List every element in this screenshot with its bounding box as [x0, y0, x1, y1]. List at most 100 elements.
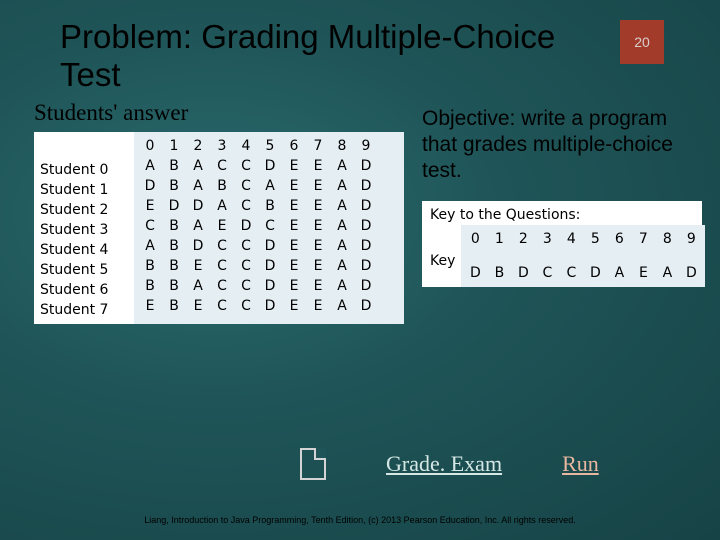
key-cell: D — [589, 265, 601, 281]
answer-cell: E — [312, 158, 324, 174]
student-label: Student 3 — [40, 222, 130, 238]
column-header: 9 — [360, 138, 372, 154]
column-header: 3 — [541, 231, 553, 247]
answer-cell: E — [312, 258, 324, 274]
answer-cell: C — [216, 298, 228, 314]
answer-cell: A — [336, 178, 348, 194]
answer-cell: A — [336, 258, 348, 274]
answer-cell: E — [312, 238, 324, 254]
answer-cell: D — [264, 258, 276, 274]
answer-cell: B — [264, 198, 276, 214]
file-icon — [300, 448, 326, 480]
column-header: 2 — [517, 231, 529, 247]
answer-cell: E — [144, 198, 156, 214]
column-header: 8 — [661, 231, 673, 247]
answer-cell: C — [216, 238, 228, 254]
key-cell: C — [541, 265, 553, 281]
student-label: Student 0 — [40, 162, 130, 178]
answers-table: Student 0Student 1Student 2Student 3Stud… — [34, 132, 404, 324]
answer-cell: B — [168, 218, 180, 234]
answer-cell: A — [192, 218, 204, 234]
column-header: 1 — [493, 231, 505, 247]
table-row: CBAEDCEEAD — [144, 218, 394, 234]
column-header: 7 — [312, 138, 324, 154]
table-row: ABACCDEEAD — [144, 158, 394, 174]
answer-cell: C — [264, 218, 276, 234]
column-header: 8 — [336, 138, 348, 154]
run-link[interactable]: Run — [562, 451, 599, 477]
students-answer-heading: Students' answer — [34, 100, 404, 126]
answer-cell: E — [312, 298, 324, 314]
column-header: 6 — [288, 138, 300, 154]
answer-cell: D — [360, 238, 372, 254]
key-row-label: Key — [430, 253, 455, 269]
answer-cell: D — [264, 158, 276, 174]
answer-cell: D — [144, 178, 156, 194]
answer-cell: C — [240, 258, 252, 274]
answer-cell: B — [168, 178, 180, 194]
answer-cell: E — [144, 298, 156, 314]
answer-cell: A — [336, 198, 348, 214]
answer-cell: A — [336, 218, 348, 234]
answer-cell: A — [336, 298, 348, 314]
table-row: EDDACBEEAD — [144, 198, 394, 214]
gradeexam-link[interactable]: Grade. Exam — [386, 451, 502, 477]
key-title: Key to the Questions: — [422, 201, 702, 225]
answer-cell: C — [144, 218, 156, 234]
table-row: BBACCDEEAD — [144, 278, 394, 294]
footer-copyright: Liang, Introduction to Java Programming,… — [0, 515, 720, 526]
answer-cell: E — [192, 298, 204, 314]
answer-cell: D — [240, 218, 252, 234]
column-header: 7 — [637, 231, 649, 247]
answer-cell: D — [360, 298, 372, 314]
slide-title: Problem: Grading Multiple-Choice Test — [60, 18, 620, 94]
answer-cell: E — [312, 198, 324, 214]
answer-cell: B — [168, 238, 180, 254]
student-label: Student 1 — [40, 182, 130, 198]
key-cell: D — [469, 265, 481, 281]
answer-cell: E — [312, 178, 324, 194]
answer-cell: D — [192, 238, 204, 254]
slide-number-badge: 20 — [620, 20, 664, 64]
answer-cell: B — [144, 258, 156, 274]
answer-cell: D — [360, 178, 372, 194]
answer-cell: D — [360, 158, 372, 174]
student-label: Student 6 — [40, 282, 130, 298]
answer-cell: A — [144, 158, 156, 174]
column-header: 4 — [240, 138, 252, 154]
answer-cell: A — [192, 158, 204, 174]
key-cell: A — [661, 265, 673, 281]
key-cell: B — [493, 265, 505, 281]
table-row: BBECCDEEAD — [144, 258, 394, 274]
answer-cell: A — [216, 198, 228, 214]
answer-cell: E — [216, 218, 228, 234]
answer-cell: C — [240, 158, 252, 174]
table-row: DBABCAEEAD — [144, 178, 394, 194]
column-header: 5 — [264, 138, 276, 154]
key-cell: A — [613, 265, 625, 281]
answer-cell: D — [360, 278, 372, 294]
answer-cell: C — [216, 258, 228, 274]
answer-cell: E — [288, 298, 300, 314]
answer-cell: E — [288, 218, 300, 234]
answer-cell: A — [264, 178, 276, 194]
answer-cell: E — [288, 258, 300, 274]
column-header: 4 — [565, 231, 577, 247]
answer-cell: C — [216, 278, 228, 294]
answer-cell: E — [288, 278, 300, 294]
answer-cell: D — [264, 298, 276, 314]
answer-cell: C — [240, 198, 252, 214]
answer-cell: E — [288, 238, 300, 254]
answer-cell: B — [168, 258, 180, 274]
answer-cell: A — [192, 178, 204, 194]
column-header: 0 — [469, 231, 481, 247]
answer-cell: E — [312, 278, 324, 294]
key-cell: D — [685, 265, 697, 281]
answer-cell: E — [312, 218, 324, 234]
answer-cell: B — [168, 278, 180, 294]
answer-cell: D — [192, 198, 204, 214]
answer-cell: A — [336, 158, 348, 174]
answer-cell: A — [192, 278, 204, 294]
key-cell: C — [565, 265, 577, 281]
student-label: Student 7 — [40, 302, 130, 318]
